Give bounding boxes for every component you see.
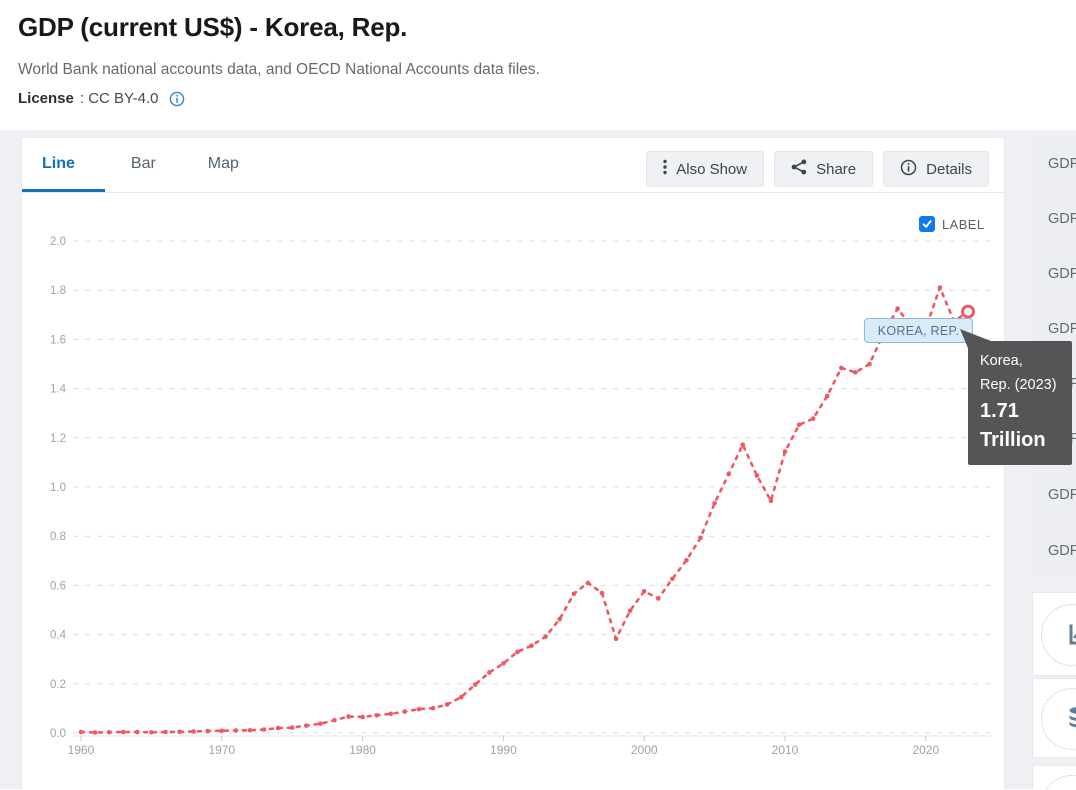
partial-circle-icon: [1041, 775, 1076, 789]
tooltip-unit: Trillion: [980, 426, 1060, 455]
also-show-button[interactable]: Also Show: [646, 151, 764, 187]
svg-text:2000: 2000: [631, 743, 658, 757]
kebab-icon: [663, 159, 667, 179]
share-button[interactable]: Share: [774, 151, 873, 187]
svg-text:2010: 2010: [772, 743, 799, 757]
tab-map[interactable]: Map: [182, 138, 265, 192]
svg-text:1960: 1960: [68, 743, 95, 757]
svg-text:1.2: 1.2: [50, 433, 66, 445]
svg-text:2.0: 2.0: [50, 236, 66, 248]
tooltip-value: 1.71: [980, 397, 1060, 426]
sidebar-item-gdp-1[interactable]: GDP: [1032, 137, 1076, 190]
svg-text:1970: 1970: [208, 743, 235, 757]
tab-bar[interactable]: Bar: [105, 138, 182, 192]
page-title: GDP (current US$) - Korea, Rep.: [18, 12, 1008, 43]
svg-text:1.4: 1.4: [50, 384, 67, 396]
action-card-chart[interactable]: [1032, 592, 1076, 676]
chart-toolbar: Also Show Share: [646, 151, 989, 187]
series-label-pill[interactable]: KOREA, REP.: [864, 318, 973, 343]
gdp-line-chart[interactable]: 0.0 0.2 0.4 0.6 0.8 1.0 1.2 1.4 1.6 1.8 2.0 1960 197…: [22, 193, 1006, 790]
details-button[interactable]: Details: [883, 151, 989, 187]
label-checkbox[interactable]: [919, 216, 935, 232]
sidebar-item-gdp-2[interactable]: GDP: [1032, 192, 1076, 245]
license-value: : CC BY-4.0: [80, 90, 159, 107]
chart-card: Line Bar Map Also Show: [21, 137, 1005, 789]
svg-text:0.6: 0.6: [50, 580, 66, 592]
checkmark-icon: [921, 218, 933, 230]
svg-text:1.0: 1.0: [50, 482, 66, 494]
info-icon: [900, 159, 917, 180]
svg-text:0.2: 0.2: [50, 679, 66, 691]
database-icon: [1041, 688, 1076, 750]
tab-line[interactable]: Line: [22, 138, 105, 192]
action-card-database[interactable]: [1032, 678, 1076, 758]
action-card-partial[interactable]: [1032, 765, 1076, 789]
svg-text:0.0: 0.0: [50, 728, 66, 740]
license-label: License: [18, 90, 74, 107]
license-info-icon[interactable]: [169, 91, 185, 107]
svg-text:0.4: 0.4: [50, 630, 67, 642]
svg-text:1980: 1980: [349, 743, 376, 757]
svg-text:1.8: 1.8: [50, 285, 66, 297]
page-header: GDP (current US$) - Korea, Rep. World Ba…: [18, 12, 1008, 107]
svg-text:0.8: 0.8: [50, 531, 66, 543]
svg-text:2020: 2020: [912, 743, 939, 757]
sidebar-item-gdp-8[interactable]: GDP: [1032, 524, 1076, 577]
license-row: License : CC BY-4.0: [18, 90, 1008, 107]
label-toggle: LABEL: [919, 216, 984, 232]
sidebar-item-gdp-3[interactable]: GDP: [1032, 247, 1076, 300]
tooltip-arrow: [958, 328, 998, 354]
tooltip-country-line2: Rep. (2023): [980, 373, 1060, 397]
page-subtitle: World Bank national accounts data, and O…: [18, 61, 1008, 79]
svg-text:1.6: 1.6: [50, 334, 66, 346]
svg-text:1990: 1990: [490, 743, 517, 757]
share-icon: [791, 159, 807, 179]
chart-axes-icon: [1041, 604, 1076, 666]
sidebar-item-gdp-7[interactable]: GDP: [1032, 467, 1076, 522]
label-checkbox-text: LABEL: [942, 217, 984, 232]
datapoint-tooltip: Korea, Rep. (2023) 1.71 Trillion: [968, 341, 1072, 465]
